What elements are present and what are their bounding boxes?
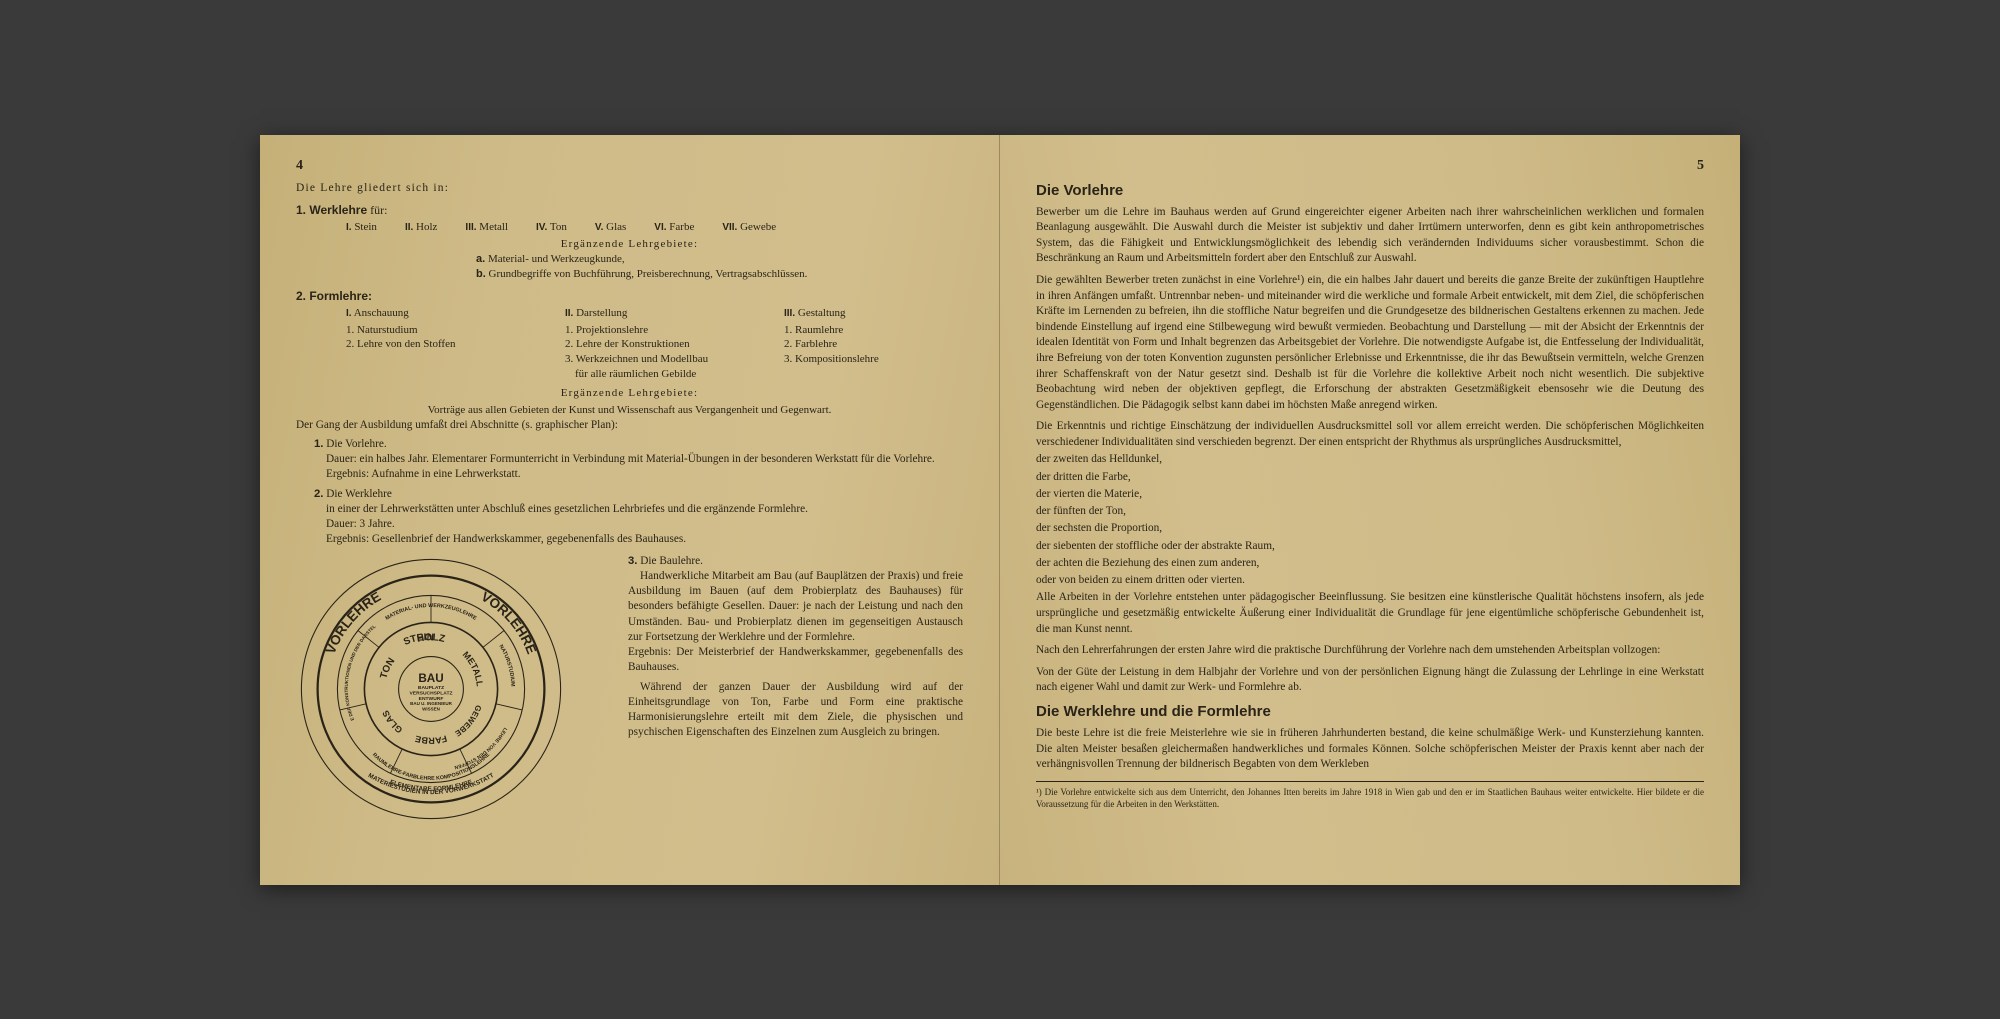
material-item: III. Metall (465, 220, 508, 235)
baulehre-text: 3. Die Baulehre. Handwerkliche Mitarbeit… (578, 554, 963, 741)
bauhaus-wheel: BAU BAUPLATZ VERSUCHSPLATZ ENTWURF BAU U… (296, 554, 566, 824)
form-col-1: I. Anschauung 1. Naturstudium 2. Lehre v… (346, 306, 525, 382)
erg-title: Ergänzende Lehrgebiete: (296, 237, 963, 252)
werklehre-p7: Die beste Lehre ist die freie Meisterleh… (1036, 726, 1704, 773)
material-item: II. Holz (405, 220, 437, 235)
svg-text:STEIN: STEIN (402, 632, 434, 648)
material-item: IV. Ton (536, 220, 567, 235)
abschnitt-2: 2. Die Werklehre in einer der Lehrwerkst… (314, 487, 963, 548)
formlehre-head: 2. Formlehre: (296, 288, 963, 304)
expression-list: der zweiten das Helldunkel, der dritten d… (1036, 452, 1704, 588)
gang-line: Der Gang der Ausbildung umfaßt drei Absc… (296, 418, 963, 433)
list-item: der siebenten der stoffliche oder der ab… (1036, 539, 1704, 554)
svg-text:VERSUCHSPLATZ: VERSUCHSPLATZ (410, 690, 453, 696)
page-number-left: 4 (296, 157, 303, 176)
svg-text:WISSEN: WISSEN (422, 706, 440, 711)
werklehre-head: 1. Werklehre für: (296, 202, 963, 218)
svg-text:METALL: METALL (461, 649, 485, 687)
footnote: ¹) Die Vorlehre entwickelte sich aus dem… (1036, 781, 1704, 810)
svg-text:BAU: BAU (418, 671, 443, 684)
material-item: VII. Gewebe (722, 220, 776, 235)
list-item: der dritten die Farbe, (1036, 470, 1704, 485)
page-number-right: 5 (1697, 157, 1704, 176)
list-item: der sechsten die Proportion, (1036, 521, 1704, 536)
svg-text:FARBE: FARBE (414, 733, 448, 745)
svg-text:VORLEHRE: VORLEHRE (479, 589, 540, 656)
vorlehre-p3: Die Erkenntnis und richtige Einschätzung… (1036, 419, 1704, 450)
vorlehre-p2: Die gewählten Bewerber treten zunächst i… (1036, 273, 1704, 413)
form-columns: I. Anschauung 1. Naturstudium 2. Lehre v… (346, 306, 963, 382)
svg-text:TON: TON (379, 656, 398, 680)
vorlehre-p5: Nach den Lehrerfahrungen der ersten Jahr… (1036, 643, 1704, 659)
intro-line: Die Lehre gliedert sich in: (296, 181, 963, 197)
erg2-line: Vorträge aus allen Gebieten der Kunst un… (296, 403, 963, 418)
erg2-title: Ergänzende Lehrgebiete: (296, 386, 963, 401)
werklehre-heading: Die Werklehre und die Formlehre (1036, 702, 1704, 722)
form-col-2: II. Darstellung 1. Projektionslehre 2. L… (565, 306, 744, 382)
form-col-3: III. Gestaltung 1. Raumlehre 2. Farblehr… (784, 306, 963, 382)
erg-list: a. Material- und Werkzeugkunde, b. Grund… (476, 252, 963, 282)
vorlehre-p1: Bewerber um die Lehre im Bauhaus werden … (1036, 205, 1704, 267)
list-item: der zweiten das Helldunkel, (1036, 452, 1704, 467)
svg-text:VORLEHRE: VORLEHRE (323, 589, 384, 656)
material-item: VI. Farbe (654, 220, 694, 235)
page-left: 4 Die Lehre gliedert sich in: 1. Werkleh… (260, 135, 1000, 885)
bottom-row: BAU BAUPLATZ VERSUCHSPLATZ ENTWURF BAU U… (296, 554, 963, 824)
svg-text:NATURSTUDIUM: NATURSTUDIUM (498, 643, 516, 686)
page-right: 5 Die Vorlehre Bewerber um die Lehre im … (1000, 135, 1740, 885)
list-item: oder von beiden zu einem dritten oder vi… (1036, 573, 1704, 588)
svg-text:BAUPLATZ: BAUPLATZ (418, 685, 444, 691)
abschnitt-1: 1. Die Vorlehre. Dauer: ein halbes Jahr.… (314, 437, 963, 483)
vorlehre-heading: Die Vorlehre (1036, 181, 1704, 201)
vorlehre-p4: Alle Arbeiten in der Vorlehre entstehen … (1036, 590, 1704, 637)
svg-text:GEWEBE: GEWEBE (453, 703, 483, 738)
material-item: V. Glas (595, 220, 626, 235)
material-item: I. Stein (346, 220, 377, 235)
list-item: der achten die Beziehung des einen zum a… (1036, 556, 1704, 571)
svg-text:BAU U. INGENIEUR: BAU U. INGENIEUR (410, 701, 453, 706)
list-item: der fünften der Ton, (1036, 504, 1704, 519)
svg-text:GLAS: GLAS (380, 708, 404, 734)
list-item: der vierten die Materie, (1036, 487, 1704, 502)
vorlehre-p6: Von der Güte der Leistung in dem Halbjah… (1036, 665, 1704, 696)
materials-row: I. Stein II. Holz III. Metall IV. Ton V. Gla… (346, 220, 963, 235)
book-spread: 4 Die Lehre gliedert sich in: 1. Werkleh… (260, 135, 1740, 885)
